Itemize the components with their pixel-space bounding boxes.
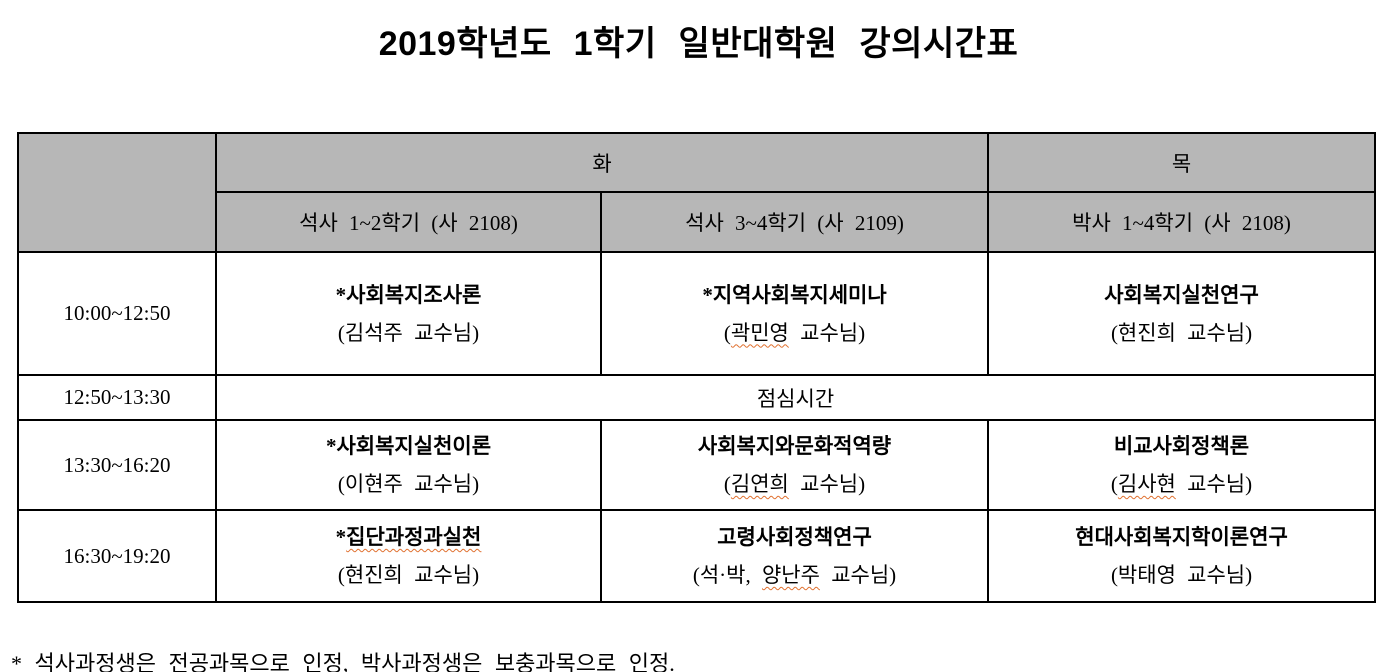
- class-cell: 사회복지실천연구 (현진희 교수님): [987, 251, 1377, 376]
- class-cell: 사회복지와문화적역량 (김연희 교수님): [599, 419, 990, 511]
- session-header-doctoral-1-4: 박사 1~4학기 (사 2108): [987, 191, 1377, 253]
- class-cell: *집단과정과실천 (현진희 교수님): [215, 509, 602, 603]
- course-timetable: 화 목 석사 1~2학기 (사 2108) 석사 3~4학기 (사 2109) …: [17, 132, 1377, 603]
- spellcheck-squiggle: 양난주: [761, 563, 820, 587]
- course-name: 고령사회정책연구: [717, 525, 872, 549]
- course-name: 현대사회복지학이론연구: [1075, 525, 1288, 549]
- day-header-thursday: 목: [987, 132, 1377, 193]
- session-header-masters-1-2: 석사 1~2학기 (사 2108): [215, 191, 602, 253]
- spellcheck-squiggle: 곽민영: [730, 320, 789, 345]
- day-header-tuesday: 화: [214, 132, 990, 193]
- class-cell: 현대사회복지학이론연구 (박태영 교수님): [987, 509, 1377, 603]
- course-name: 비교사회정책론: [1113, 434, 1250, 458]
- professor-name: (김석주 교수님): [337, 320, 480, 345]
- professor-name: (김사현 교수님): [1110, 472, 1253, 496]
- footnote: * 석사과정생은 전공과목으로 인정, 박사과정생은 보충과목으로 인정.: [11, 646, 675, 672]
- lunch-row: 12:50~13:30 점심시간: [17, 374, 1377, 421]
- time-cell: 13:30~16:20: [17, 419, 217, 511]
- professor-name: (석·박, 양난주 교수님): [692, 563, 897, 587]
- spellcheck-squiggle: 석사과정생은: [34, 651, 156, 672]
- professor-name: (현진희 교수님): [1110, 320, 1253, 345]
- spellcheck-squiggle: 집단과정과실천: [346, 525, 482, 549]
- spellcheck-squiggle: 김사현: [1117, 472, 1176, 496]
- class-cell: *사회복지조사론 (김석주 교수님): [215, 251, 602, 376]
- class-cell: *사회복지실천이론 (이현주 교수님): [215, 419, 602, 511]
- page-title: 2019학년도 1학기 일반대학원 강의시간표: [378, 25, 1019, 63]
- time-cell: 16:30~19:20: [17, 509, 217, 603]
- professor-name: (현진희 교수님): [337, 563, 480, 587]
- professor-name: (곽민영 교수님): [723, 320, 866, 345]
- professor-name: (이현주 교수님): [337, 472, 480, 496]
- class-cell: 비교사회정책론 (김사현 교수님): [987, 419, 1377, 511]
- course-name: *집단과정과실천: [335, 525, 482, 549]
- class-cell: *지역사회복지세미나 (곽민영 교수님): [599, 251, 990, 376]
- professor-name: (박태영 교수님): [1110, 563, 1253, 587]
- class-cell: 고령사회정책연구 (석·박, 양난주 교수님): [599, 509, 990, 603]
- corner-cell: [17, 132, 217, 253]
- course-name: *사회복지실천이론: [325, 434, 492, 458]
- session-header-row: 석사 1~2학기 (사 2108) 석사 3~4학기 (사 2109) 박사 1…: [18, 191, 1377, 253]
- timetable-row: 13:30~16:20 *사회복지실천이론 (이현주 교수님) 사회복지와문화적…: [17, 419, 1377, 511]
- timetable-row: 10:00~12:50 *사회복지조사론 (김석주 교수님) *지역사회복지세미…: [17, 251, 1377, 376]
- course-name: *지역사회복지세미나: [702, 282, 887, 307]
- spellcheck-squiggle: 박사과정생은: [360, 651, 483, 672]
- session-header-masters-3-4: 석사 3~4학기 (사 2109): [599, 191, 990, 253]
- course-name: 사회복지와문화적역량: [697, 434, 892, 458]
- course-name: 사회복지실천연구: [1104, 282, 1259, 307]
- timetable-row: 16:30~19:20 *집단과정과실천 (현진희 교수님) 고령사회정책연구 …: [17, 509, 1377, 603]
- day-header-row: 화 목: [17, 132, 1377, 253]
- course-name: *사회복지조사론: [335, 282, 482, 307]
- time-cell: 12:50~13:30: [17, 374, 217, 421]
- time-cell: 10:00~12:50: [17, 251, 217, 376]
- lunch-cell: 점심시간: [214, 374, 1377, 421]
- professor-name: (김연희 교수님): [723, 472, 866, 496]
- spellcheck-squiggle: 김연희: [730, 472, 789, 496]
